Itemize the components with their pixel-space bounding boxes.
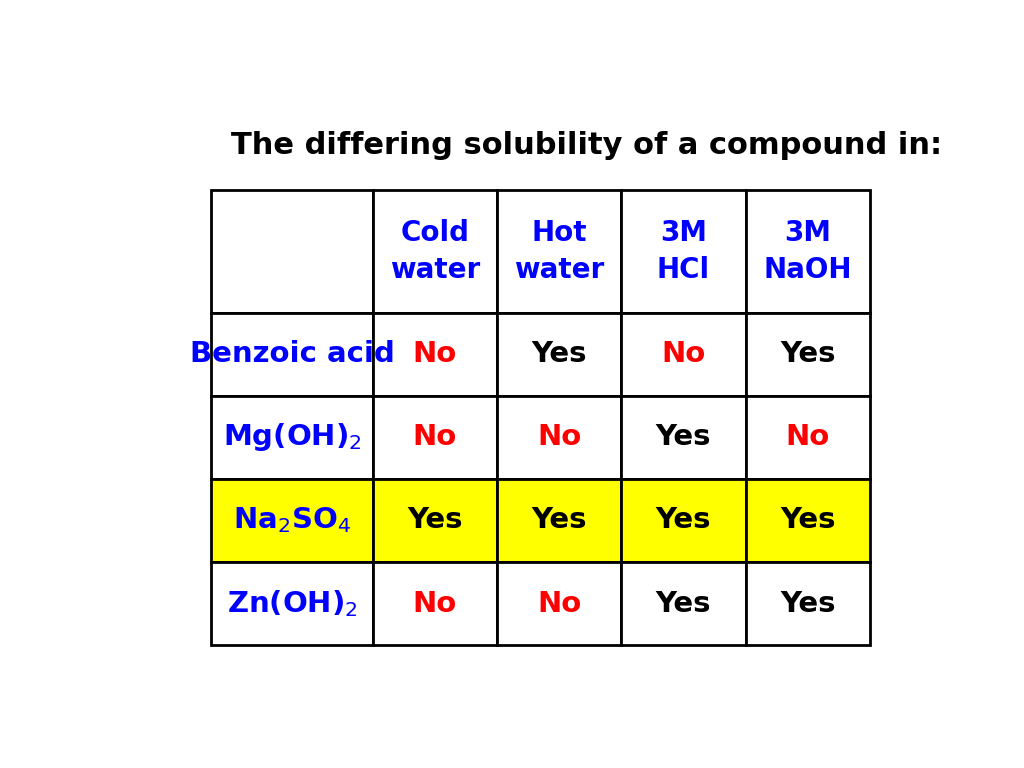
Text: Yes: Yes <box>780 590 836 617</box>
Bar <box>622 479 745 562</box>
Text: Na$_2$SO$_4$: Na$_2$SO$_4$ <box>233 505 351 535</box>
Bar <box>211 313 373 396</box>
Bar <box>497 190 622 313</box>
Text: No: No <box>662 340 706 368</box>
Bar <box>745 562 870 645</box>
Bar <box>373 313 497 396</box>
Bar <box>373 479 497 562</box>
Bar <box>622 562 745 645</box>
Bar <box>622 396 745 479</box>
Text: Yes: Yes <box>780 340 836 368</box>
Bar <box>745 190 870 313</box>
Bar <box>745 396 870 479</box>
Bar <box>373 190 497 313</box>
Text: Yes: Yes <box>655 590 712 617</box>
Text: 3M
NaOH: 3M NaOH <box>764 219 852 283</box>
Bar <box>211 479 373 562</box>
Bar <box>622 190 745 313</box>
Text: Yes: Yes <box>531 340 587 368</box>
Text: Zn(OH)$_2$: Zn(OH)$_2$ <box>226 588 357 619</box>
Text: Yes: Yes <box>655 423 712 452</box>
Text: Yes: Yes <box>531 506 587 535</box>
Bar <box>497 396 622 479</box>
Bar <box>211 562 373 645</box>
Text: No: No <box>537 590 582 617</box>
Text: The differing solubility of a compound in:: The differing solubility of a compound i… <box>231 131 942 160</box>
Bar <box>745 313 870 396</box>
Text: Cold
water: Cold water <box>390 219 480 283</box>
Bar <box>211 190 373 313</box>
Bar <box>373 396 497 479</box>
Text: Hot
water: Hot water <box>514 219 604 283</box>
Bar <box>745 479 870 562</box>
Bar <box>497 562 622 645</box>
Text: No: No <box>785 423 830 452</box>
Text: Benzoic acid: Benzoic acid <box>189 340 394 368</box>
Text: Mg(OH)$_2$: Mg(OH)$_2$ <box>222 422 361 453</box>
Text: No: No <box>413 340 457 368</box>
Bar <box>497 313 622 396</box>
Text: Yes: Yes <box>780 506 836 535</box>
Bar <box>497 479 622 562</box>
Text: No: No <box>413 590 457 617</box>
Text: No: No <box>537 423 582 452</box>
Text: Yes: Yes <box>655 506 712 535</box>
Bar <box>373 562 497 645</box>
Bar <box>622 313 745 396</box>
Text: 3M
HCl: 3M HCl <box>657 219 710 283</box>
Text: No: No <box>413 423 457 452</box>
Text: Yes: Yes <box>408 506 463 535</box>
Bar <box>211 396 373 479</box>
